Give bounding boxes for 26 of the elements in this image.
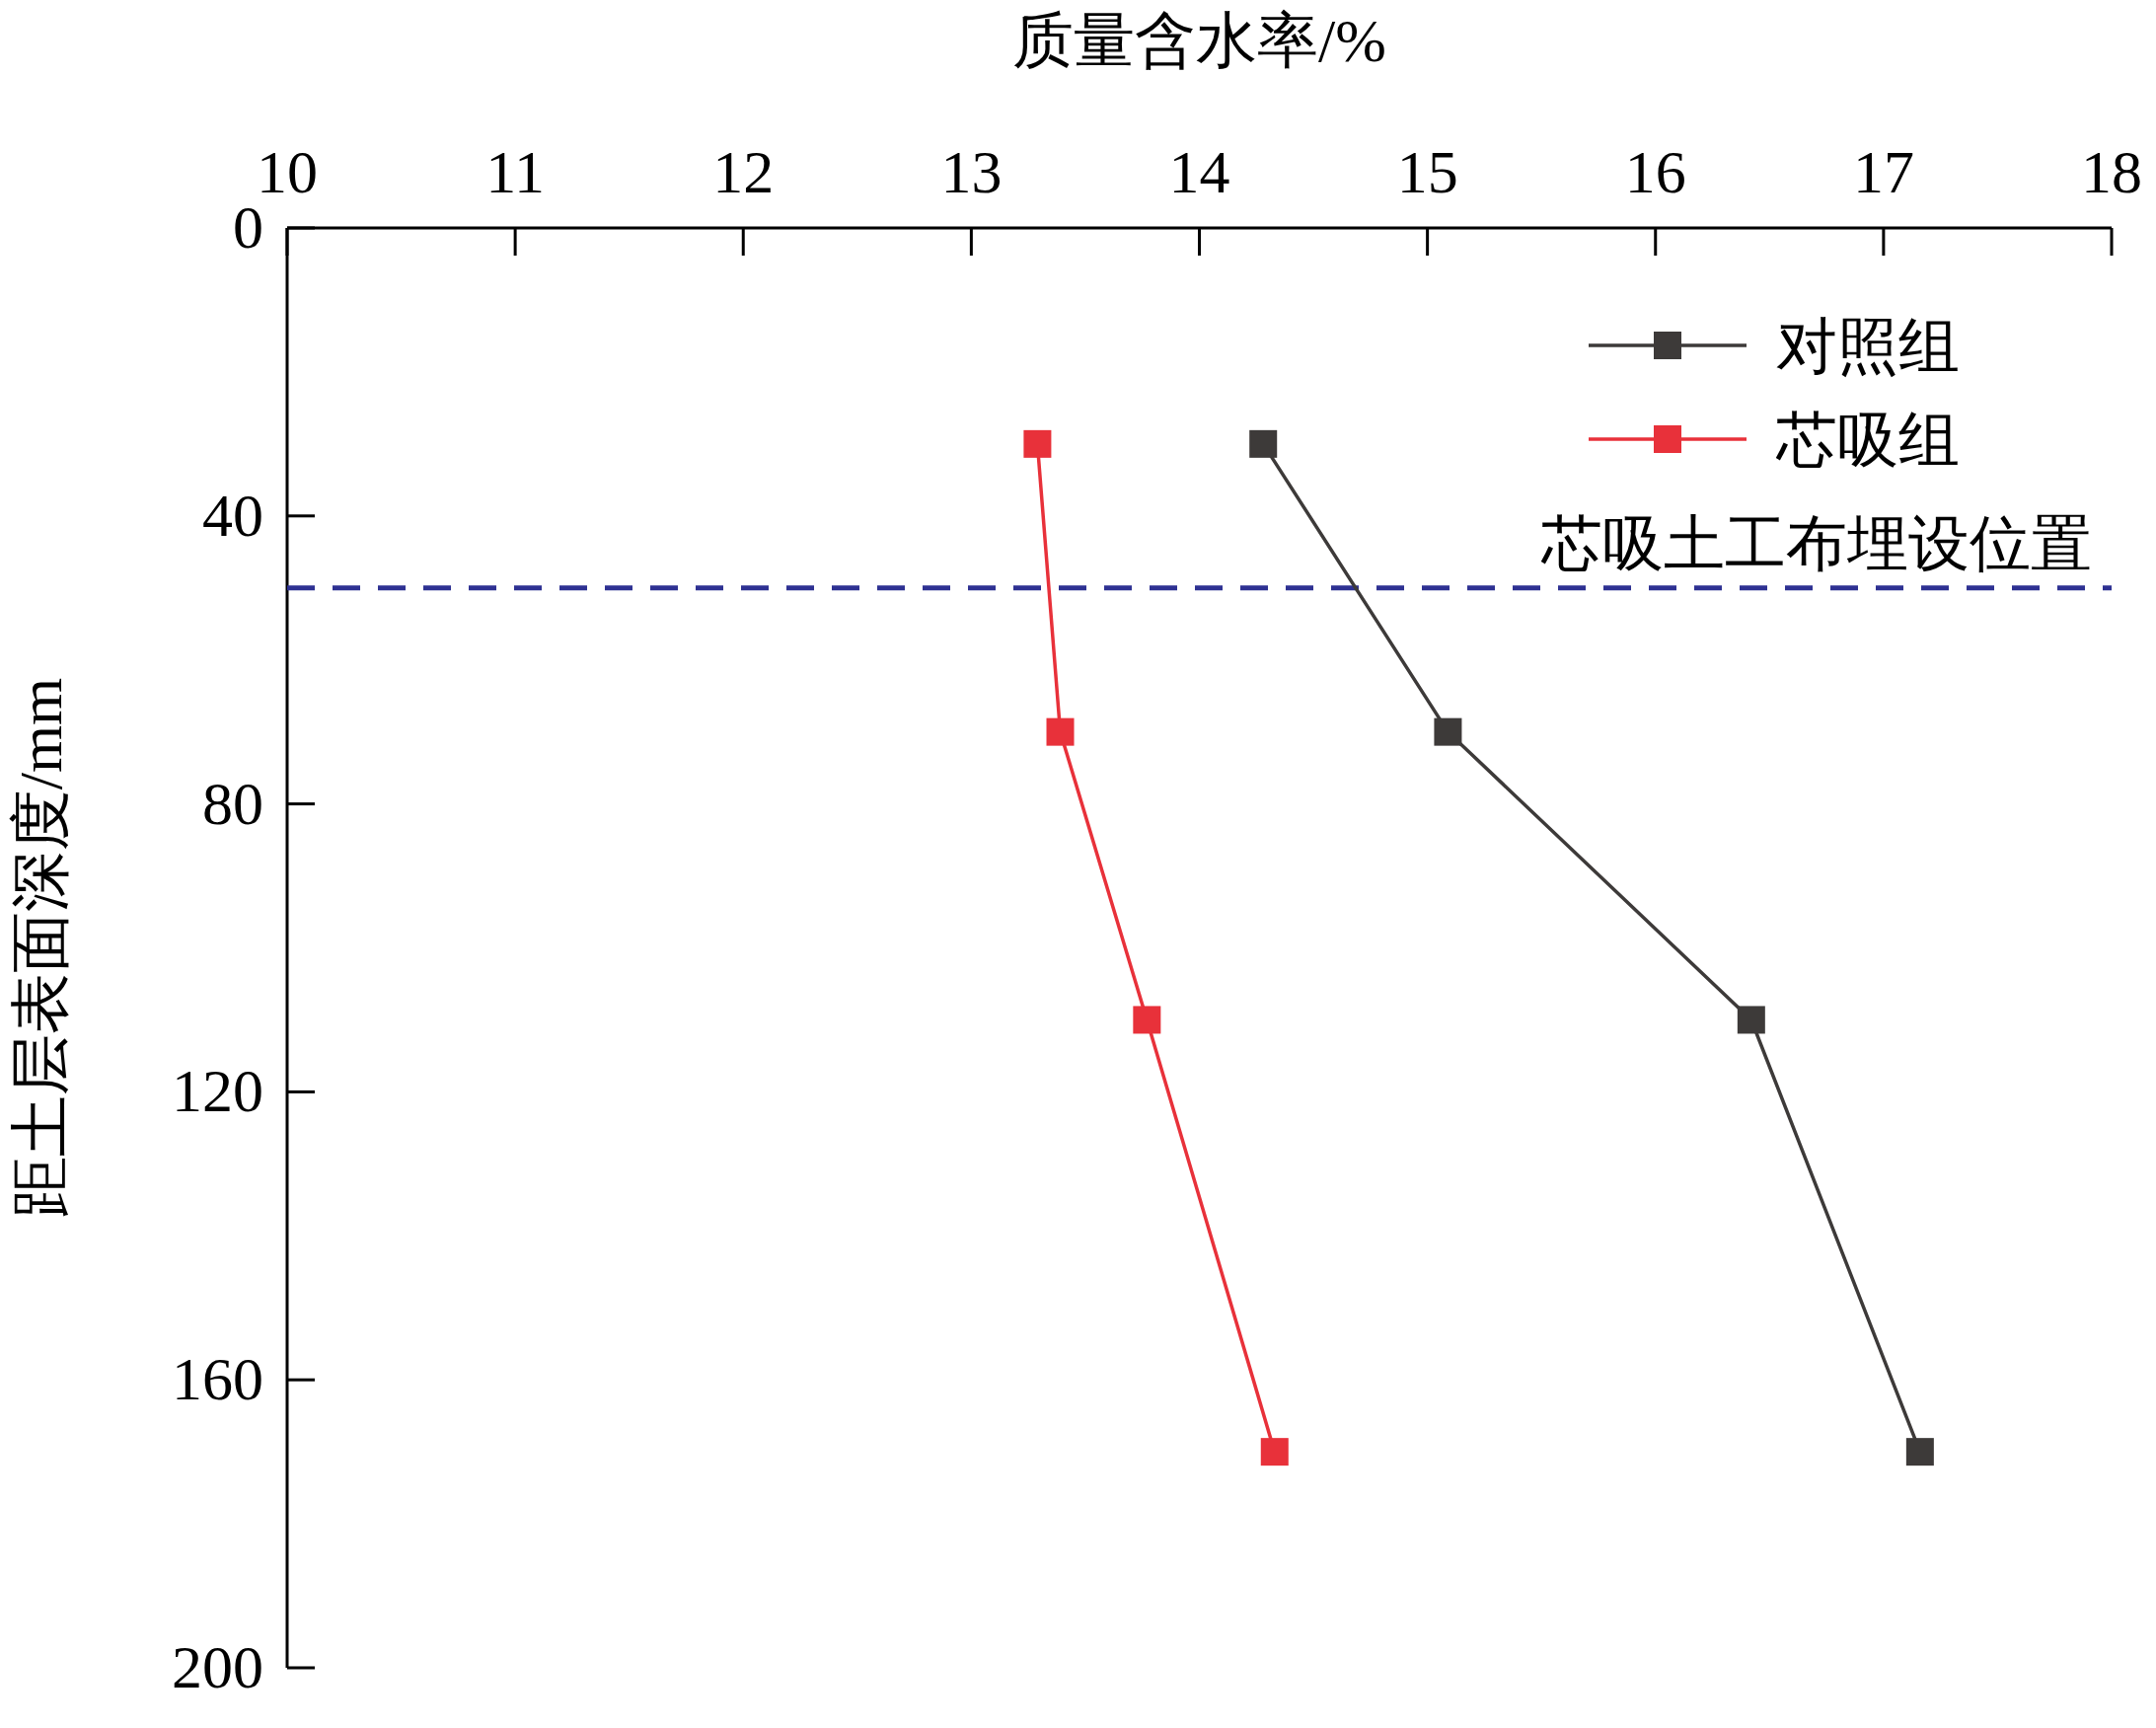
x-tick-label: 13 [940,138,1003,205]
y-tick-label: 200 [172,1633,263,1700]
x-tick-label: 17 [1852,138,1914,205]
x-tick-label: 14 [1168,138,1230,205]
point [1046,717,1075,746]
point [1260,1438,1289,1466]
y-tick-label: 120 [172,1057,263,1125]
x-tick-label: 15 [1396,138,1458,205]
point [1249,429,1278,458]
x-tick-label: 12 [712,138,775,205]
x-tick-label: 11 [485,138,545,205]
y-tick-label: 160 [172,1345,263,1413]
y-axis-title: 距土层表面深度/mm [7,677,74,1219]
y-tick-label: 40 [202,481,263,549]
x-tick-label: 16 [1624,138,1686,205]
point [1434,717,1462,746]
point [1023,429,1052,458]
legend-label: 对照组 [1776,313,1960,380]
y-tick-label: 80 [202,769,263,837]
point [1737,1006,1765,1034]
x-axis-title: 质量含水率/% [1012,7,1386,74]
point [1133,1006,1161,1034]
ref-line-label: 芯吸土工布埋设位置 [1540,509,2092,577]
point [1905,1438,1934,1466]
legend-label: 芯吸组 [1775,407,1960,474]
x-tick-label: 18 [2081,138,2142,205]
